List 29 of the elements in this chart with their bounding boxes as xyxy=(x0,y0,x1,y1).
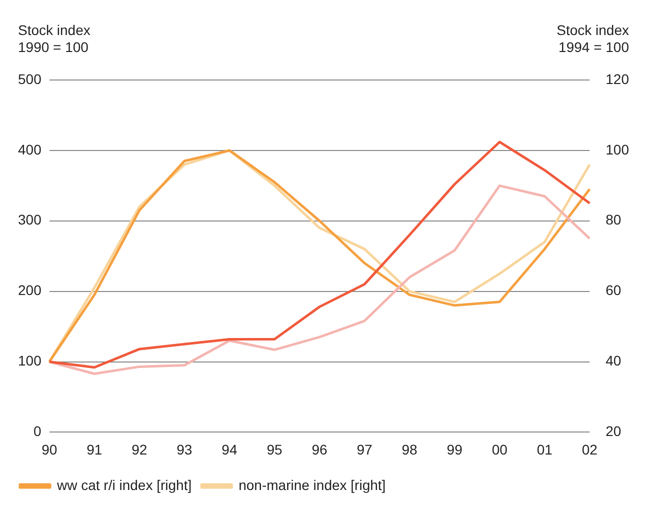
x-tick-label: 00 xyxy=(492,441,508,458)
legend-label: ww cat r/i index [right] xyxy=(56,476,192,493)
x-tick-label: 92 xyxy=(132,441,148,458)
x-tick-label: 94 xyxy=(222,441,238,458)
x-tick-label: 01 xyxy=(536,441,553,458)
y-tick-label: 0 xyxy=(34,423,42,440)
x-tick-label: 91 xyxy=(86,441,102,458)
x-tick-label: 95 xyxy=(266,441,282,458)
x-tick-label: 02 xyxy=(582,441,598,458)
y2-tick-label: 40 xyxy=(606,352,622,369)
x-tick-label: 90 xyxy=(42,441,58,458)
legend-label: non-marine index [right] xyxy=(238,476,386,493)
y-tick-label: 100 xyxy=(18,352,42,369)
y-tick-label: 200 xyxy=(18,282,42,298)
y2-tick-label: 80 xyxy=(606,212,622,228)
y-tick-label: 400 xyxy=(18,141,42,158)
x-tick-label: 97 xyxy=(356,441,373,458)
y2-tick-label: 20 xyxy=(606,423,622,440)
y2-tick-label: 120 xyxy=(606,70,630,87)
y-tick-label: 500 xyxy=(18,70,42,87)
y-axis-title: Stock index 1990 = 100 xyxy=(18,22,90,56)
y-tick-label: 300 xyxy=(18,212,42,228)
y2-tick-label: 60 xyxy=(606,282,622,298)
x-tick-label: 96 xyxy=(312,441,328,458)
x-tick-label: 99 xyxy=(446,441,463,458)
y2-tick-label: 100 xyxy=(606,141,630,158)
x-tick-label: 98 xyxy=(402,441,418,458)
x-tick-label: 93 xyxy=(176,441,192,458)
y2-axis-title: Stock index 1994 = 100 xyxy=(556,22,629,56)
